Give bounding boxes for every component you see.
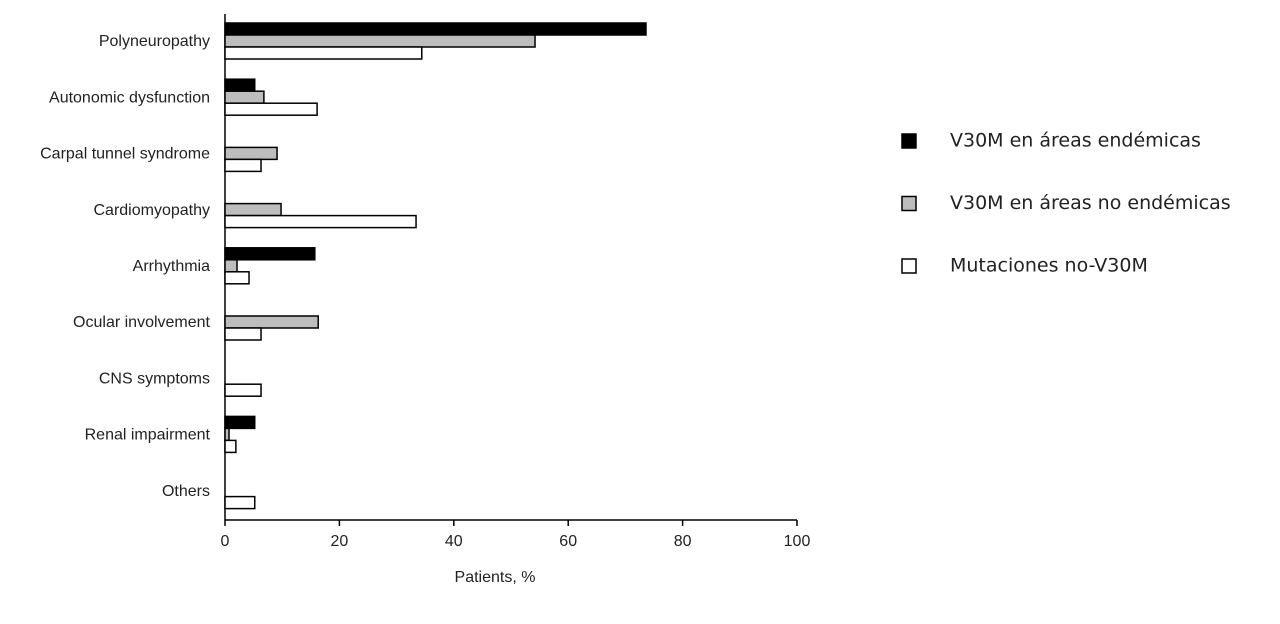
y-tick-label: Cardiomyopathy (94, 202, 211, 219)
legend-label: Mutaciones no-V30M (950, 255, 1148, 277)
bar (224, 415, 256, 430)
legend-label: V30M en áreas endémicas (950, 130, 1201, 152)
x-tick-label: 20 (331, 533, 349, 550)
bar (224, 383, 262, 397)
x-tick-label: 80 (674, 533, 692, 550)
bar (224, 78, 256, 92)
bar (224, 495, 256, 510)
legend-swatch (901, 258, 917, 274)
bar (224, 259, 238, 273)
bar (224, 427, 230, 442)
x-tick-label: 60 (559, 533, 577, 550)
y-tick-label: Carpal tunnel syndrome (40, 146, 210, 163)
x-tick-label: 100 (784, 533, 811, 550)
bar (224, 22, 647, 36)
y-tick-label: Polyneuropathy (99, 33, 210, 50)
bar (224, 158, 262, 173)
bar (224, 315, 319, 329)
bar (224, 34, 536, 48)
legend-swatch (901, 195, 917, 212)
bar (224, 90, 265, 104)
bar (224, 46, 423, 60)
bar (224, 202, 282, 217)
y-tick-label: Autonomic dysfunction (49, 89, 210, 106)
y-tick-label: Others (162, 483, 210, 500)
bar (224, 146, 278, 161)
x-axis-label: Patients, % (455, 569, 536, 586)
legend-swatch (901, 133, 917, 149)
x-tick-label: 40 (445, 533, 463, 550)
y-tick-label: Renal impairment (85, 427, 211, 444)
y-tick-label: CNS symptoms (99, 370, 210, 387)
legend-label: V30M en áreas no endémicas (950, 192, 1231, 214)
bar (224, 271, 250, 285)
y-tick-label: Ocular involvement (73, 314, 211, 331)
y-tick-label: Arrhythmia (133, 258, 210, 275)
x-tick-label: 0 (221, 533, 230, 550)
bar (224, 327, 262, 341)
bar (224, 439, 237, 454)
bar (224, 247, 316, 261)
bar (224, 214, 417, 229)
bar (224, 102, 318, 116)
